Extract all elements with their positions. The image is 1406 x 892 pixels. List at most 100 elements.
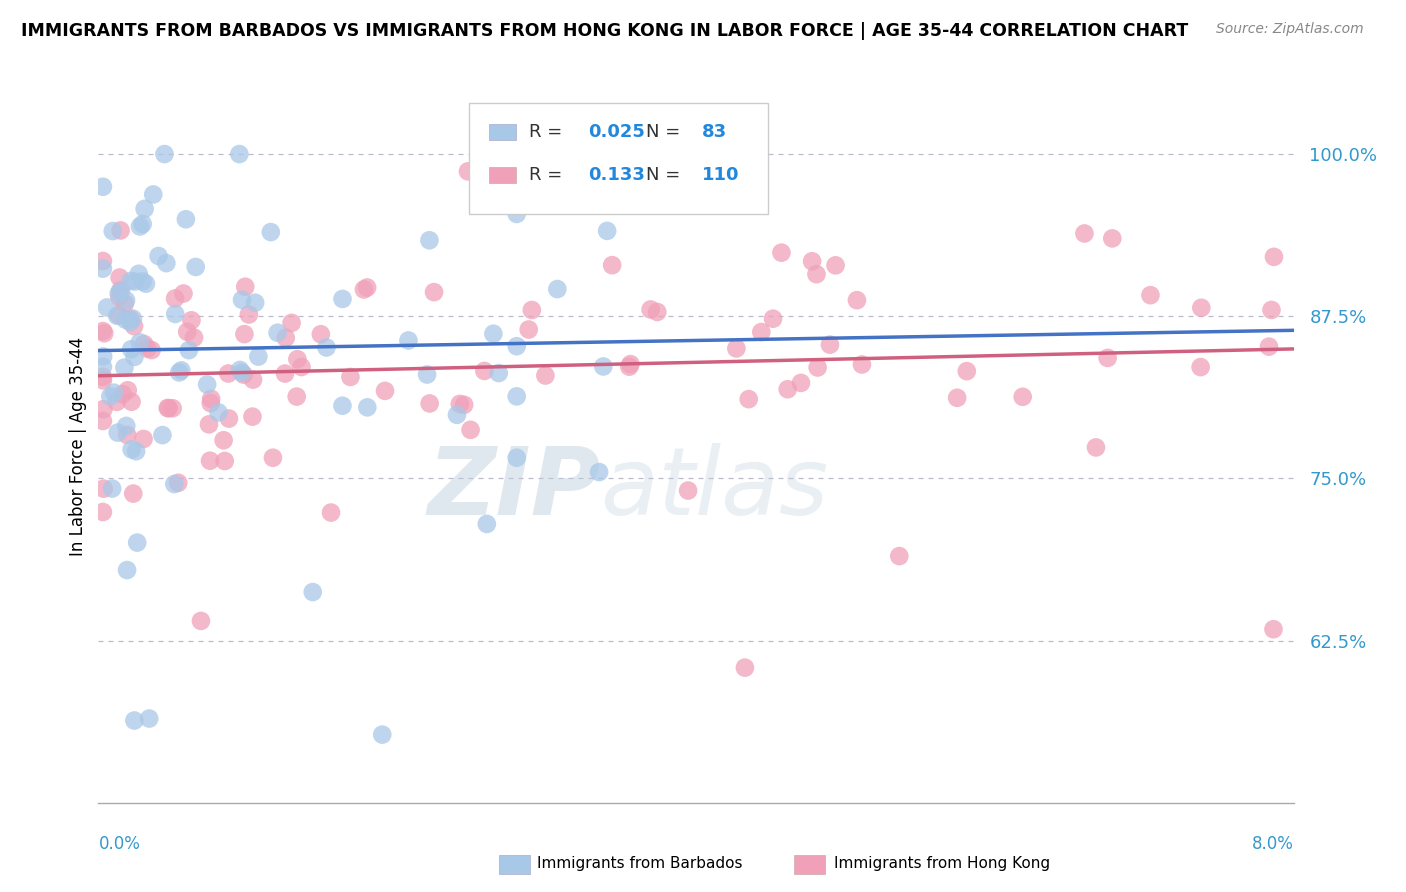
Point [170,363,193,377]
Point [356,280,378,294]
Point [488,366,510,380]
Point [152,428,174,442]
Point [148,249,170,263]
Point [214,454,236,468]
Point [115,428,138,442]
Point [418,233,440,247]
Point [200,396,222,410]
Point [233,279,256,293]
Point [770,245,793,260]
Point [824,258,846,272]
Point [287,352,309,367]
Point [851,358,873,372]
Point [738,392,761,406]
Point [101,482,124,496]
Point [127,535,149,549]
Point [128,267,150,281]
Text: R =: R = [529,123,568,141]
Point [1101,231,1123,245]
Point [165,292,187,306]
Point [110,223,132,237]
Point [1189,360,1212,375]
Point [776,382,799,396]
Text: Source: ZipAtlas.com: Source: ZipAtlas.com [1216,22,1364,37]
Point [319,506,342,520]
Point [115,563,138,577]
Point [142,187,165,202]
Y-axis label: In Labor Force | Age 35-44: In Labor Force | Age 35-44 [69,336,87,556]
Point [309,327,332,342]
Point [91,350,114,364]
Point [749,325,772,339]
Text: N =: N = [645,123,686,141]
Point [162,401,184,416]
Point [548,169,571,184]
Point [301,585,323,599]
Point [207,405,229,419]
Point [247,350,270,364]
Point [93,402,115,417]
Point [128,335,150,350]
Point [534,368,557,383]
Point [1263,250,1285,264]
Point [1260,302,1282,317]
Point [315,341,337,355]
Point [167,475,190,490]
Point [124,275,146,289]
Point [174,212,197,227]
Point [423,285,446,299]
Point [177,343,200,358]
Point [117,384,139,398]
Point [180,313,202,327]
Point [339,370,361,384]
Point [91,505,114,519]
Point [1258,340,1281,354]
Point [243,295,266,310]
Point [114,312,136,326]
Point [1189,301,1212,315]
Point [107,308,129,322]
Point [122,319,145,334]
Point [725,342,748,356]
Point [242,373,264,387]
Point [734,660,756,674]
Point [198,454,221,468]
Point [956,364,979,378]
Text: ZIP: ZIP [427,442,600,535]
Point [396,334,419,348]
Point [457,164,479,178]
Point [121,442,143,457]
Point [141,343,163,357]
Point [238,308,260,322]
Point [96,301,118,315]
Point [212,434,235,448]
Text: IMMIGRANTS FROM BARBADOS VS IMMIGRANTS FROM HONG KONG IN LABOR FORCE | AGE 35-44: IMMIGRANTS FROM BARBADOS VS IMMIGRANTS F… [21,22,1188,40]
Point [105,309,128,323]
Point [274,367,297,381]
Point [91,359,114,374]
Point [195,377,218,392]
Point [115,293,138,308]
FancyBboxPatch shape [489,167,516,183]
Point [449,397,471,411]
Point [474,364,496,378]
Point [129,219,152,234]
Point [184,260,207,274]
Text: 110: 110 [702,166,740,184]
Point [132,432,155,446]
Point [173,286,195,301]
Point [453,398,475,412]
Text: N =: N = [645,166,686,184]
Point [806,267,828,281]
Point [801,254,824,268]
Text: atlas: atlas [600,443,828,534]
Point [416,368,439,382]
Point [332,292,354,306]
Point [108,284,131,298]
Point [596,224,619,238]
Point [91,369,114,384]
Point [108,270,131,285]
Point [176,325,198,339]
Point [93,482,115,496]
Point [285,390,308,404]
